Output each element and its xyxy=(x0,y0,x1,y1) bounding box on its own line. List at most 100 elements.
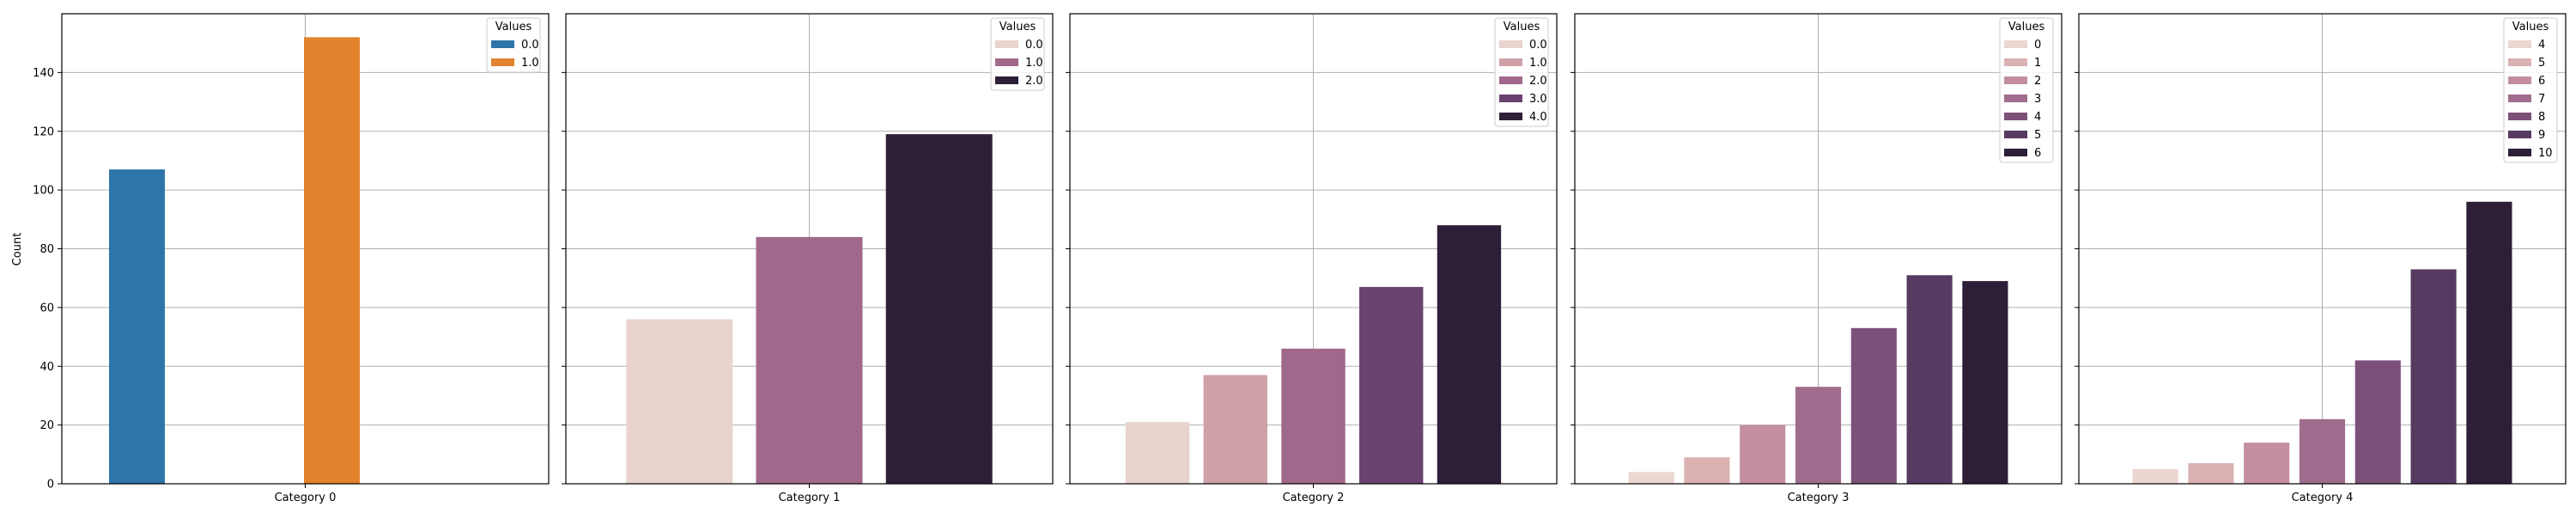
legend-swatch xyxy=(1499,40,1522,48)
chart-panel: Category 2 Values 0.0 1.0 2.0 3.0 4.0 xyxy=(1066,13,1558,504)
legend-label: 5 xyxy=(2034,129,2041,142)
bar-category-1-1.0 xyxy=(756,236,863,484)
legend: Values 0.0 1.0 2.0 3.0 4.0 xyxy=(1494,17,1549,127)
x-tick-label: Category 4 xyxy=(2292,492,2354,504)
bar-category-4-5 xyxy=(2188,463,2234,484)
legend-label: 2.0 xyxy=(1529,75,1547,88)
bar-category-4-7 xyxy=(2299,418,2346,484)
legend-swatch xyxy=(2508,95,2531,102)
y-tick-label: 100 xyxy=(33,185,54,198)
legend-swatch xyxy=(995,40,1018,48)
legend-label: 1 xyxy=(2034,57,2041,70)
legend-label: 5 xyxy=(2538,57,2545,70)
legend: Values 0.0 1.0 xyxy=(486,17,541,73)
bar-category-4-9 xyxy=(2410,269,2457,484)
legend-label: 6 xyxy=(2538,75,2545,88)
bar-category-1-0.0 xyxy=(626,319,733,484)
legend-label: 3 xyxy=(2034,93,2041,106)
y-tick-label: 120 xyxy=(33,125,54,138)
y-tick-label: 80 xyxy=(39,243,54,256)
legend-label: 4 xyxy=(2034,111,2041,124)
legend-label: 9 xyxy=(2538,129,2545,142)
legend-swatch xyxy=(2004,131,2027,138)
bar-category-2-0.0 xyxy=(1125,422,1190,484)
legend-label: 0.0 xyxy=(1025,39,1043,52)
legend-swatch xyxy=(2508,58,2531,66)
legend-label: 3.0 xyxy=(1529,93,1547,106)
legend-swatch xyxy=(2004,113,2027,120)
legend-swatch xyxy=(491,40,514,48)
legend-title: Values xyxy=(495,21,532,34)
bar-category-4-4 xyxy=(2132,468,2178,484)
legend-box xyxy=(2503,17,2558,163)
bar-category-0-1.0 xyxy=(304,37,360,485)
chart-panel: 0 20 40 60 80 100 120 140 Category 0 Values 0.0 1.0 xyxy=(33,13,550,504)
legend-swatch xyxy=(2004,40,2027,48)
bar-category-4-10 xyxy=(2466,201,2512,485)
legend-swatch xyxy=(1499,76,1522,84)
bar-category-3-4 xyxy=(1850,327,1897,484)
chart-panels: 0 20 40 60 80 100 120 140 Category 0 Values 0.0 1.0… xyxy=(33,13,2567,504)
bar-category-0-0.0 xyxy=(109,169,165,484)
legend-swatch xyxy=(2508,40,2531,48)
legend-swatch xyxy=(1499,58,1522,66)
legend-label: 8 xyxy=(2538,111,2545,124)
legend-label: 4 xyxy=(2538,39,2545,52)
legend-swatch xyxy=(1499,95,1522,102)
bar-category-1-2.0 xyxy=(885,134,993,484)
legend-label: 7 xyxy=(2538,93,2545,106)
legend-swatch xyxy=(995,58,1018,66)
bar-category-2-1.0 xyxy=(1203,375,1267,484)
legend: Values 0.0 1.0 2.0 xyxy=(990,17,1045,91)
legend-label: 10 xyxy=(2538,147,2553,160)
legend-title: Values xyxy=(1504,21,1540,34)
bar-category-3-2 xyxy=(1740,424,1786,484)
legend-box xyxy=(1999,17,2054,163)
legend-swatch xyxy=(491,58,514,66)
legend-label: 0.0 xyxy=(1529,39,1547,52)
legend-label: 1.0 xyxy=(1529,57,1547,70)
chart-panel: Category 1 Values 0.0 1.0 2.0 xyxy=(562,13,1054,504)
legend-title: Values xyxy=(999,21,1036,34)
legend-label: 6 xyxy=(2034,147,2041,160)
legend-swatch xyxy=(2004,58,2027,66)
bar-category-3-3 xyxy=(1795,387,1842,484)
bar-category-3-1 xyxy=(1684,457,1730,484)
y-tick-label: 140 xyxy=(33,67,54,80)
legend-swatch xyxy=(2508,76,2531,84)
chart-panel: Category 4 Values 4 5 6 7 8 9 10 xyxy=(2075,13,2567,504)
bar-category-4-6 xyxy=(2244,443,2290,484)
x-tick-label: Category 2 xyxy=(1283,492,1345,504)
x-tick-label: Category 1 xyxy=(779,492,841,504)
bar-category-2-4.0 xyxy=(1437,225,1502,484)
legend-label: 4.0 xyxy=(1529,111,1547,124)
bar-category-3-5 xyxy=(1906,275,1953,484)
legend-title: Values xyxy=(2008,21,2045,34)
y-axis-label: Count xyxy=(11,233,24,266)
legend-label: 1.0 xyxy=(521,57,539,70)
legend-swatch xyxy=(995,76,1018,84)
bar-category-3-6 xyxy=(1962,281,2008,484)
legend-swatch xyxy=(2508,113,2531,120)
legend-title: Values xyxy=(2512,21,2549,34)
bar-category-2-2.0 xyxy=(1281,348,1346,484)
legend-swatch xyxy=(2004,149,2027,156)
bar-category-3-0 xyxy=(1628,472,1674,484)
legend-label: 0 xyxy=(2034,39,2041,52)
x-tick-label: Category 0 xyxy=(275,492,337,504)
y-tick-label: 20 xyxy=(39,419,54,432)
bar-category-4-8 xyxy=(2354,360,2401,484)
legend: Values 4 5 6 7 8 9 10 xyxy=(2503,17,2558,163)
legend-label: 0.0 xyxy=(521,39,539,52)
legend-swatch xyxy=(2508,131,2531,138)
x-tick-label: Category 3 xyxy=(1788,492,1850,504)
legend-label: 1.0 xyxy=(1025,57,1043,70)
legend-label: 2.0 xyxy=(1025,75,1043,88)
legend-swatch xyxy=(2004,95,2027,102)
legend: Values 0 1 2 3 4 5 6 xyxy=(1999,17,2054,163)
y-tick-label: 40 xyxy=(39,361,54,374)
legend-box xyxy=(990,17,1045,91)
y-tick-label: 60 xyxy=(39,302,54,314)
bar-category-2-3.0 xyxy=(1359,286,1424,484)
